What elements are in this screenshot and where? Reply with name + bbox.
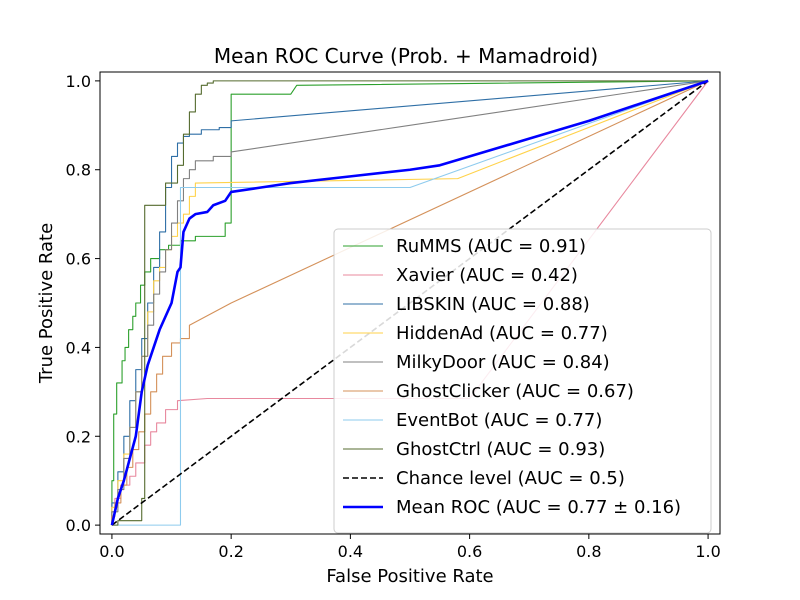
y-tick-label: 0.6 — [66, 250, 91, 269]
y-tick-label: 0.0 — [66, 516, 91, 535]
x-axis-label: False Positive Rate — [326, 566, 493, 587]
plot-frame — [99, 71, 721, 535]
y-tick-label: 1.0 — [66, 72, 91, 91]
legend-label-8: Chance level (AUC = 0.5) — [396, 468, 625, 489]
series-line-4 — [111, 80, 709, 526]
legend-label-5: GhostClicker (AUC = 0.67) — [396, 381, 634, 402]
legend-label-3: HiddenAd (AUC = 0.77) — [396, 323, 608, 344]
y-tick-label: 0.2 — [66, 427, 91, 446]
y-axis-label: True Positive Rate — [36, 223, 57, 384]
legend-label-2: LIBSKIN (AUC = 0.88) — [396, 294, 590, 315]
series-line-7 — [111, 80, 709, 526]
legend-label-7: GhostCtrl (AUC = 0.93) — [396, 439, 605, 460]
series-line-6 — [111, 80, 709, 526]
series-line-2 — [111, 80, 709, 526]
series-line-3 — [111, 80, 709, 526]
legend-label-9: Mean ROC (AUC = 0.77 ± 0.16) — [396, 497, 681, 518]
x-tick-label: 0.4 — [338, 542, 363, 561]
legend-label-1: Xavier (AUC = 0.42) — [396, 265, 578, 286]
x-tick-label: 0.6 — [457, 542, 482, 561]
x-tick-label: 0.0 — [99, 542, 124, 561]
legend-label-4: MilkyDoor (AUC = 0.84) — [396, 352, 610, 373]
y-tick-label: 0.4 — [66, 338, 91, 357]
ticks-layer: 0.0 0.2 0.4 0.6 0.8 1.0 0.0 0.2 0.4 0.6 0.8 1.0 — [66, 72, 721, 561]
series-line-9 — [110, 79, 709, 526]
legend-label-6: EventBot (AUC = 0.77) — [396, 410, 602, 431]
legend: RuMMS (AUC = 0.91) Xavier (AUC = 0.42) LIB… — [333, 228, 712, 534]
legend-label-0: RuMMS (AUC = 0.91) — [396, 236, 586, 257]
x-tick-label: 0.2 — [218, 542, 243, 561]
x-tick-label: 0.8 — [576, 542, 601, 561]
legend-box — [333, 228, 712, 534]
x-tick-label: 1.0 — [695, 542, 720, 561]
y-tick-label: 0.8 — [66, 161, 91, 180]
chart-title: Mean ROC Curve (Prob. + Mamadroid) — [214, 44, 598, 68]
